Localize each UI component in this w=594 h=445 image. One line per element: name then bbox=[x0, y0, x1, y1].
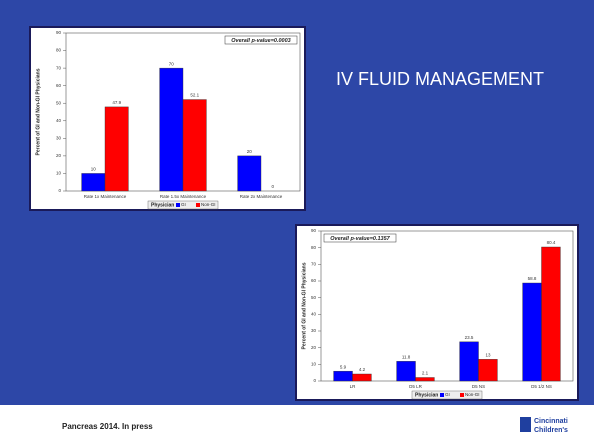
bar bbox=[352, 373, 372, 382]
value-label: 2.1 bbox=[422, 371, 429, 376]
annotation: Overall p-value=0.1357 bbox=[330, 236, 390, 242]
y-tick-label: 70 bbox=[56, 65, 62, 70]
legend-swatch bbox=[460, 393, 464, 397]
bar bbox=[541, 246, 561, 382]
legend-swatch bbox=[440, 393, 444, 397]
y-tick-label: 50 bbox=[56, 100, 62, 105]
x-tick-label: Rate 1.5x Maintenance bbox=[160, 194, 207, 199]
x-tick-label: Rate 2x Maintenance bbox=[240, 194, 283, 199]
y-tick-label: 60 bbox=[56, 83, 62, 88]
y-tick-label: 40 bbox=[56, 118, 62, 123]
value-label: 58.8 bbox=[528, 276, 537, 281]
footer-text: Pancreas 2014. In press bbox=[62, 422, 153, 431]
bar bbox=[159, 67, 184, 192]
bar bbox=[237, 155, 262, 192]
value-label: 70 bbox=[169, 61, 175, 66]
y-tick-label: 20 bbox=[56, 153, 62, 158]
footer-band bbox=[0, 405, 594, 445]
y-tick-label: 60 bbox=[311, 278, 317, 283]
annotation-box bbox=[323, 233, 397, 243]
legend-title: Physician bbox=[415, 392, 438, 398]
bar bbox=[522, 282, 542, 382]
legend-label: Non-GI bbox=[465, 392, 480, 397]
bar bbox=[104, 106, 129, 192]
legend-label: GI bbox=[181, 202, 186, 207]
slide-title: IV FLUID MANAGEMENT bbox=[336, 69, 544, 89]
logo-text: Children's bbox=[534, 427, 568, 434]
value-label: 10 bbox=[91, 167, 97, 172]
y-tick-label: 30 bbox=[56, 136, 62, 141]
legend-label: Non-GI bbox=[201, 202, 216, 207]
legend-swatch bbox=[196, 203, 200, 207]
bar bbox=[182, 99, 207, 192]
y-tick-label: 70 bbox=[311, 262, 317, 267]
y-axis-label: Percent of GI and Non-GI Physicians bbox=[301, 262, 307, 349]
plot-area bbox=[320, 230, 574, 382]
x-tick-label: D5 NS bbox=[472, 384, 485, 389]
value-label: 5.9 bbox=[340, 364, 347, 369]
y-tick-label: 80 bbox=[56, 48, 62, 53]
bar bbox=[478, 359, 498, 382]
y-axis-label: Percent of GI and Non-GI Physicians bbox=[35, 68, 41, 155]
value-label: 13 bbox=[485, 353, 491, 358]
legend-box bbox=[147, 200, 219, 210]
annotation-box bbox=[224, 35, 298, 45]
value-label: 47.9 bbox=[112, 100, 121, 105]
legend-swatch bbox=[176, 203, 180, 207]
y-tick-label: 50 bbox=[311, 295, 317, 300]
y-tick-label: 0 bbox=[313, 378, 316, 383]
logo-text: Cincinnati bbox=[534, 418, 568, 425]
bar bbox=[415, 377, 435, 382]
bar bbox=[396, 361, 416, 382]
logo-icon bbox=[520, 417, 531, 432]
value-label: 23.5 bbox=[465, 335, 474, 340]
bar bbox=[81, 173, 106, 192]
y-tick-label: 30 bbox=[311, 328, 317, 333]
value-label: 80.4 bbox=[547, 240, 556, 245]
y-tick-label: 10 bbox=[56, 171, 62, 176]
legend-title: Physician bbox=[151, 202, 174, 208]
y-tick-label: 10 bbox=[311, 362, 317, 367]
x-tick-label: LR bbox=[350, 384, 357, 389]
value-label: 52.1 bbox=[190, 93, 199, 98]
annotation: Overall p-value=0.0003 bbox=[231, 38, 290, 44]
y-tick-label: 40 bbox=[311, 312, 317, 317]
bar bbox=[333, 370, 353, 382]
y-tick-label: 0 bbox=[58, 188, 61, 193]
x-tick-label: Rate 1x Maintenance bbox=[84, 194, 127, 199]
legend-box bbox=[411, 390, 483, 400]
y-tick-label: 90 bbox=[56, 30, 62, 35]
value-label: 20 bbox=[247, 149, 253, 154]
legend-label: GI bbox=[445, 392, 450, 397]
x-tick-label: D5 LR bbox=[409, 384, 423, 389]
y-tick-label: 80 bbox=[311, 245, 317, 250]
value-label: 4.2 bbox=[359, 367, 366, 372]
x-tick-label: D5 1/2 NS bbox=[531, 384, 552, 389]
bar bbox=[459, 341, 479, 382]
y-tick-label: 90 bbox=[311, 228, 317, 233]
value-label: 11.8 bbox=[402, 355, 411, 360]
value-label: 0 bbox=[271, 184, 274, 189]
y-tick-label: 20 bbox=[311, 345, 317, 350]
